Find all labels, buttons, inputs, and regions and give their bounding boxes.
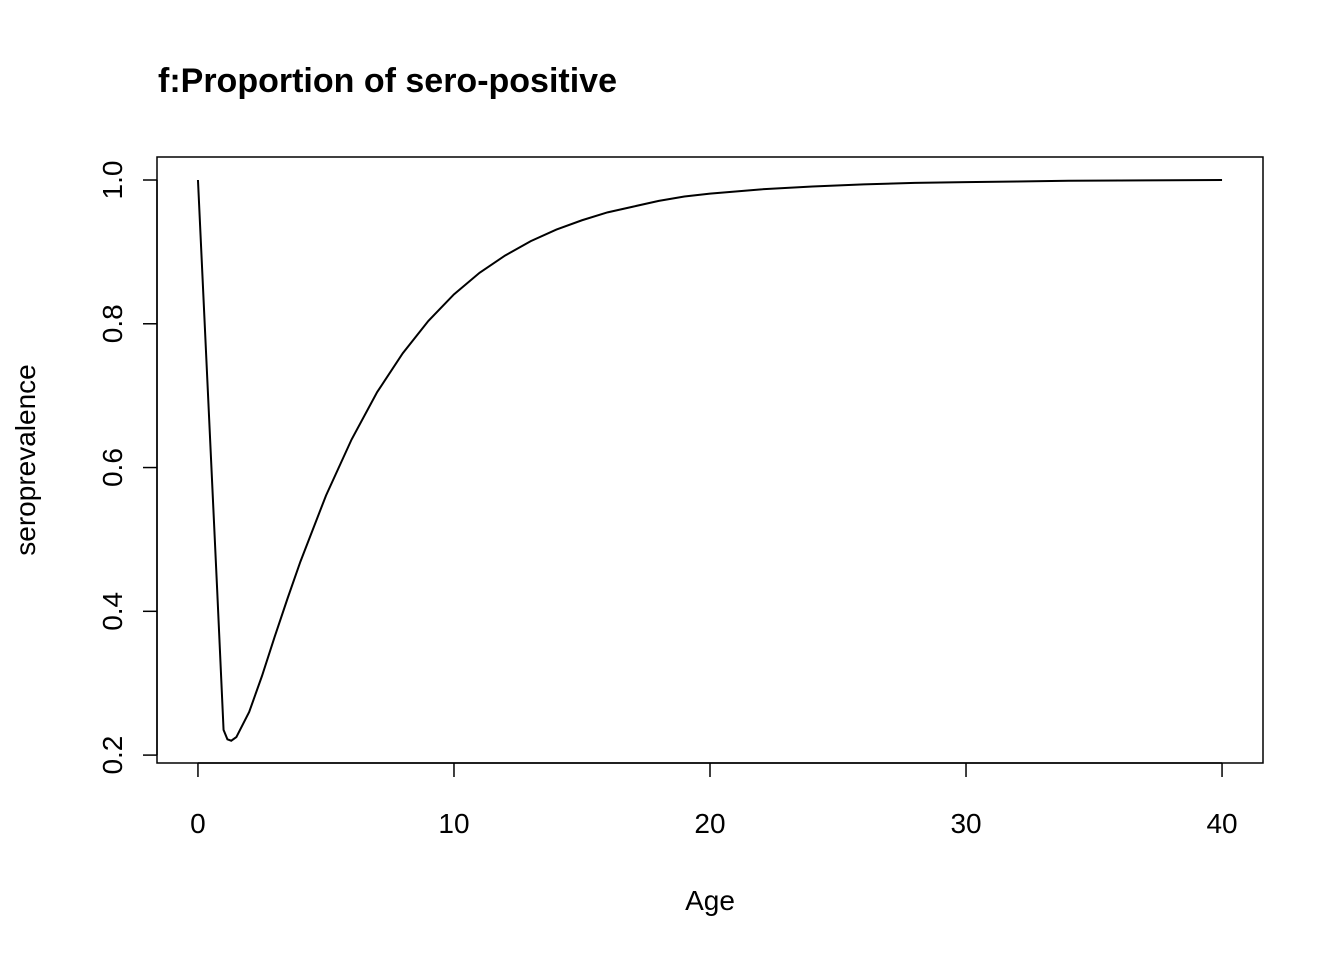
x-tick-label: 40 [1206, 808, 1237, 839]
y-tick-label: 0.2 [97, 736, 128, 775]
x-tick-label: 10 [438, 808, 469, 839]
seroprevalence-curve [196, 179, 1223, 742]
plot-frame [156, 156, 1264, 764]
y-tick-label: 1.0 [97, 161, 128, 200]
x-tick-label: 20 [694, 808, 725, 839]
chart-title: f:Proportion of sero-positive [158, 62, 617, 100]
x-tick-label: 30 [950, 808, 981, 839]
y-axis: 0.2 0.4 0.6 0.8 1.0 [97, 161, 158, 775]
x-axis: 0 10 20 30 40 [190, 762, 1238, 839]
y-tick-label: 0.8 [97, 304, 128, 343]
y-axis-label: seroprevalence [10, 364, 41, 555]
x-axis-label: Age [685, 885, 735, 916]
y-tick-label: 0.6 [97, 448, 128, 487]
y-tick-label: 0.4 [97, 592, 128, 631]
x-tick-label: 0 [190, 808, 206, 839]
